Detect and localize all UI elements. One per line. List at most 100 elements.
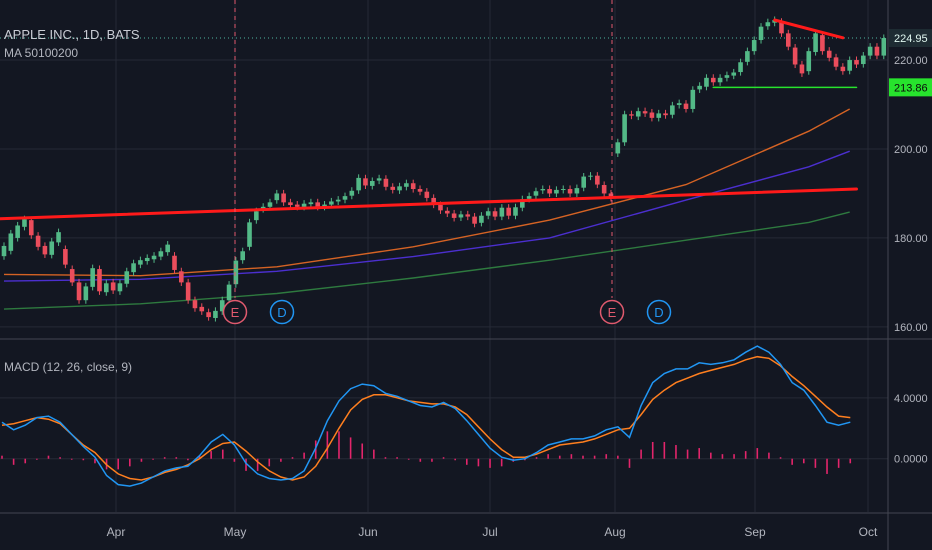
macd-histogram-bar [791,458,793,465]
candle-body [765,22,771,27]
time-tick-label: Aug [604,525,625,539]
macd-histogram-bar [245,458,247,471]
macd-histogram-bar [70,458,73,460]
drawings[interactable] [0,18,858,221]
macd-histogram-bar [477,458,480,467]
macd-histogram-bar [454,458,456,461]
candle-body [595,175,600,185]
candle-body [574,188,580,194]
macd-histogram-bar [117,458,119,470]
candle-body [786,33,791,47]
candle-body [76,282,82,301]
candle-body [151,255,157,260]
support-price-badge-bg [889,78,932,97]
candle-body [267,202,273,207]
candle-body [397,186,402,191]
candle-body [806,51,812,72]
candle-body [226,284,232,301]
candle-body [260,206,266,210]
candle-body [233,260,239,285]
macd-histogram-bar [338,431,340,459]
candle-body [390,186,396,190]
macd-histogram-bar [698,448,700,459]
macd-histogram-bar [373,449,375,459]
candle-body [110,282,116,291]
candle-body [363,178,368,186]
macd-histogram-bar [593,455,596,459]
candle-body [608,193,614,198]
macd-histogram-bar [547,454,549,459]
candle-body [854,60,859,65]
candle-body [588,175,593,177]
candle-body [404,183,409,187]
macd-histogram-bar [802,458,805,464]
candle-body [779,21,784,34]
candle-body [738,62,743,73]
candles [1,16,887,322]
candle-body [676,103,682,105]
macd-histogram-bar [407,458,410,460]
macd-histogram-bar [640,449,642,459]
candle-body [485,211,491,216]
macd-histogram-bar [82,458,85,461]
macd-histogram-bar [686,449,689,459]
candle-body [131,263,136,273]
candle-body [492,211,498,217]
candle-body [663,113,668,116]
macd-histogram-bar [36,458,38,460]
candle-body [656,113,662,118]
candle-body [1,245,7,257]
macd-histogram-bar [187,458,189,461]
macd-histogram-bar [628,458,631,468]
macd-histogram-bar [768,452,770,459]
macd-histogram-bar [651,441,654,459]
macd-histogram-bar [744,451,747,459]
price-tick-label: 200.00 [894,144,928,156]
candle-body [506,207,511,216]
candle-body [526,196,532,199]
candle-body [479,215,484,223]
last-price-badge-bg [889,29,932,48]
macd-histogram-bar [466,458,468,465]
candle-body [144,257,150,262]
macd-histogram-bar [837,458,840,468]
candle-body [69,269,75,283]
candle-body [97,269,102,292]
candle-body [881,38,887,56]
time-tick-label: Sep [744,525,766,539]
macd-histogram-bar [617,455,619,459]
candle-body [635,111,641,117]
candle-body [472,216,477,224]
macd-indicator-label[interactable]: MACD (12, 26, close, 9) [4,360,133,374]
candle-body [560,189,566,191]
price-tick-label: 220.00 [894,55,928,67]
trendline-line [773,18,845,40]
candle-body [704,77,709,87]
candle-body [465,214,471,217]
symbol-title[interactable]: APPLE INC., 1D, BATS [4,27,140,42]
macd-pane [1,345,852,487]
support-price-badge: 213.86 [894,82,928,94]
candle-body [649,112,655,118]
candle-body [206,312,211,318]
candle-body [104,283,109,293]
last-price-badge: 224.95 [894,33,928,45]
candle-body [745,51,750,62]
candle-body [172,255,177,270]
candle-body [356,177,361,191]
candle-body [581,176,586,188]
time-tick-label: Jun [358,525,377,539]
candle-body [513,207,518,216]
candle-body [499,207,505,217]
time-tick-label: May [224,525,247,539]
ma-indicator-label[interactable]: MA 50100200 [4,46,79,60]
candle-body [751,40,757,52]
axes: 160.00 180.00 200.00 220.00 0.0000 4.0000 224.… [107,29,932,539]
macd-histogram-bar [570,454,573,459]
macd-histogram-bar [558,455,561,459]
candle-body [322,204,327,207]
macd-histogram-bar [221,449,224,459]
candle-body [254,211,259,221]
